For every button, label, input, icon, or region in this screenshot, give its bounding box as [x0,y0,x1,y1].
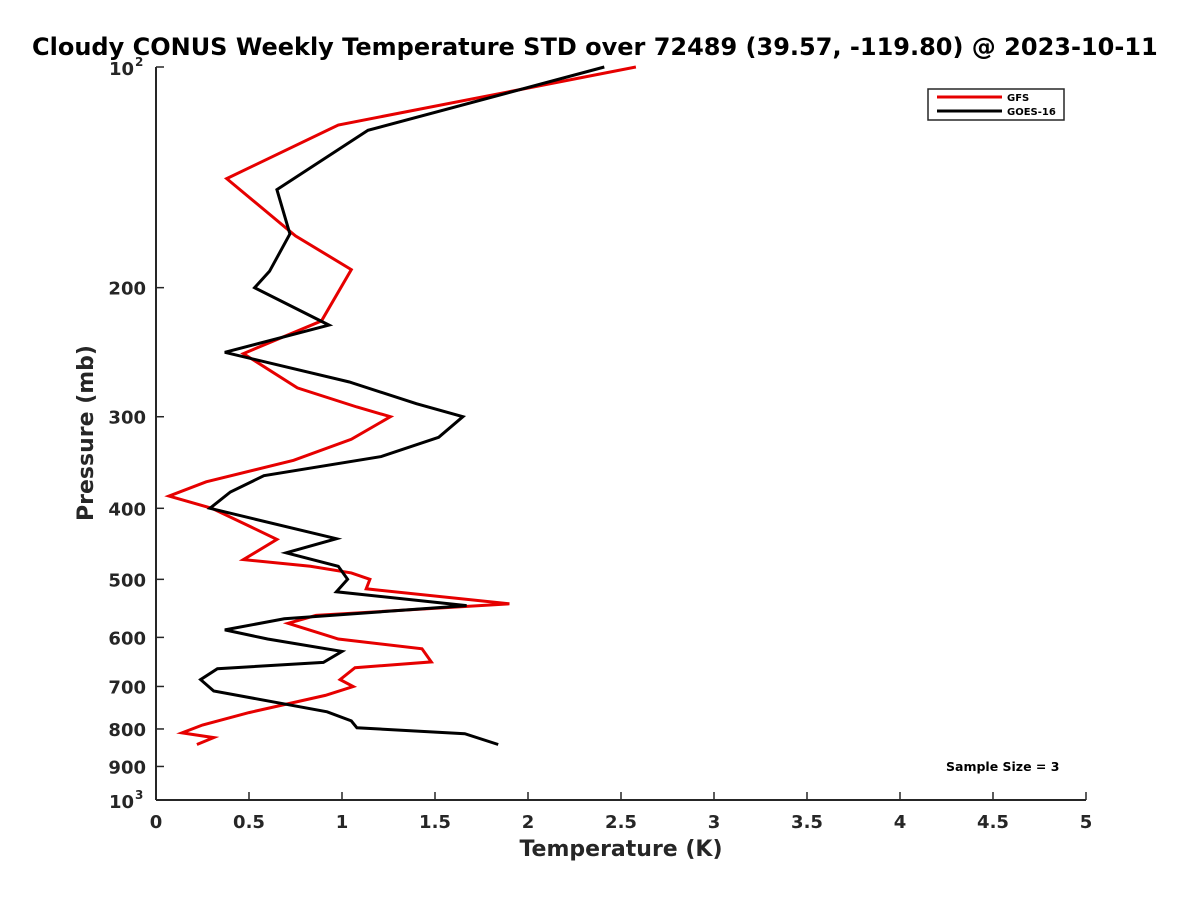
x-tick-label: 1.5 [419,812,451,833]
legend-box [927,88,1065,121]
y-tick-label: 800 [108,720,146,741]
sample-size-annotation: Sample Size = 3 [946,759,1059,774]
y-tick-label: 500 [108,570,146,591]
y-tick-label: 10 [109,792,134,813]
y-tick-label: 200 [108,279,146,300]
legend-label-gfs: GFS [1007,93,1029,104]
chart-title: Cloudy CONUS Weekly Temperature STD over… [32,33,1158,61]
y-tick-label: 900 [108,757,146,778]
y-tick-exponent: 2 [135,55,143,69]
series-layer [164,65,637,746]
y-axis-label: Pressure (mb) [74,345,99,521]
x-axis-label: Temperature (K) [519,837,722,862]
x-tick-label: 5 [1080,812,1093,833]
x-tick-label: 3.5 [791,812,823,833]
x-tick-label: 4 [894,812,907,833]
x-tick-label: 3 [708,812,721,833]
x-tick-label: 2 [522,812,535,833]
y-tick-label: 600 [108,628,146,649]
x-tick-label: 4.5 [977,812,1009,833]
x-tick-label: 1 [336,812,349,833]
y-tick-label: 10 [109,59,134,80]
y-tick-label: 300 [108,408,146,429]
legend: GFS GOES-16 [927,88,1065,121]
y-tick-exponent: 3 [135,788,143,802]
series-line-goes16 [198,65,605,746]
legend-label-goes16: GOES-16 [1007,107,1056,118]
x-tick-label: 0.5 [233,812,265,833]
series-line-gfs [164,65,637,746]
x-tick-label: 0 [150,812,163,833]
y-tick-label: 700 [108,677,146,698]
x-ticks: 0 0.5 1 1.5 2 2.5 3 3.5 4 4.5 5 [150,792,1093,833]
y-tick-label: 400 [108,499,146,520]
x-tick-label: 2.5 [605,812,637,833]
